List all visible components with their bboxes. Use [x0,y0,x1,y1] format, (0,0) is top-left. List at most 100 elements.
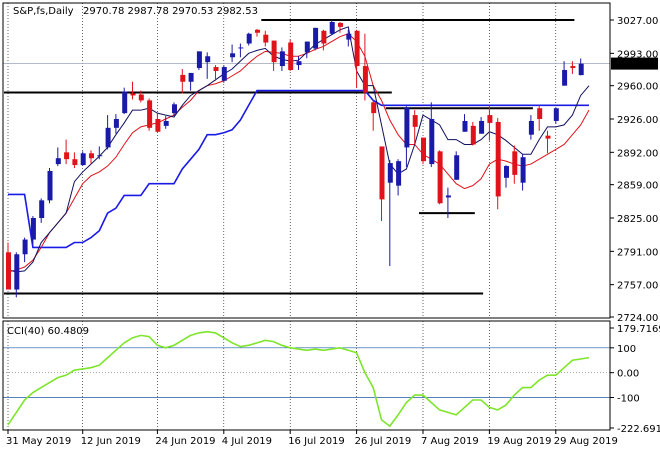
y-tick-label: 3027.00 [617,16,658,27]
candle-body [512,151,518,175]
candle-body [479,120,485,134]
candle-body [545,135,551,139]
candle-body [97,155,103,157]
cci-tick-label: -222.6919 [617,424,660,435]
candle-body [255,29,260,33]
candle-body [213,67,219,71]
candle-body [429,119,435,165]
candle-body [263,34,269,43]
candle-body [396,161,402,186]
x-tick-label: 16 Jul 2019 [288,436,345,447]
candle-body [30,218,36,240]
candle-body [338,22,343,27]
candle-body [238,47,244,49]
y-tick-label: 2825.00 [617,214,658,225]
candle-body [22,239,28,255]
y-tick-label: 2993.00 [617,49,658,60]
cci-line [7,330,590,428]
candle-body [196,51,202,69]
y-tick-label: 2791.00 [617,247,658,258]
cci-tick-label: -100 [617,394,640,405]
cci-tick-label: 179.7169 [617,324,660,335]
candle-body [487,115,493,123]
axis-layer: 31 May 2019 12 Jun 2019 24 Jun 2019 4 Jul 2… [6,16,660,447]
x-tick-label: 19 Aug 2019 [487,436,551,447]
x-tick-label: 29 Aug 2019 [554,436,618,447]
candle-body [105,127,111,148]
candle-body [421,137,426,162]
x-tick-label: 24 Jun 2019 [155,436,215,447]
candle-body [454,155,460,180]
candle-body [570,66,576,69]
candle-body [221,67,227,81]
cci-panel-frame [2,320,611,431]
candle-body [14,254,20,290]
candle-body [537,108,543,119]
candle-body [404,107,410,148]
candle-body [520,157,526,183]
candle-body [138,94,144,101]
header-ohlc: 2970.78 2987.78 2970.53 2982.53 [83,6,258,17]
candle-body [504,166,509,178]
y-tick-label: 2960.00 [617,82,658,93]
y-tick-label: 2757.00 [617,281,658,292]
candle-body [72,159,78,166]
candle-body [64,152,70,160]
cci-layer [3,330,610,428]
candle-body [362,66,368,93]
levels-layer [3,19,610,295]
candle-body [578,63,584,76]
candle-body [288,42,294,70]
candle-body [155,119,161,132]
candle-body [296,61,302,66]
candle-body [387,163,393,183]
y-tick-label: 2724.00 [617,313,658,324]
candle-body [371,102,377,114]
x-tick-label: 26 Jul 2019 [355,436,412,447]
x-tick-label: 4 Jul 2019 [222,436,272,447]
candle-body [470,125,476,145]
cci-tick-label: 0.00 [617,369,639,380]
candle-body [130,93,136,96]
candle-body [180,74,186,82]
candle-body [55,158,61,165]
candle-body [379,146,385,200]
candle-body [354,30,360,67]
candle-body [271,40,277,63]
candle-body [47,170,53,201]
candle-body [346,33,352,40]
price-tag-box [611,57,658,70]
candle-body [445,195,451,198]
candle-body [172,104,177,114]
candle-body [495,121,501,197]
y-tick-label: 2926.00 [617,115,658,126]
cci-tick-label: 100 [617,344,636,355]
candle-body [80,153,86,166]
candle-body [122,91,128,114]
main-panel-frame [2,2,611,319]
candle-body [188,72,194,82]
candle-body [313,27,319,49]
candle-body [89,153,94,159]
header-symbol: S&P,fs,Daily [13,6,74,17]
kijun-line [8,89,589,249]
candle-body [163,120,169,126]
candle-body [6,252,11,290]
candle-body [304,41,310,53]
candle-body [553,108,559,121]
candle-body [279,51,285,67]
x-tick-label: 31 May 2019 [6,436,71,447]
y-tick-label: 2859.00 [617,181,658,192]
candle-body [39,200,45,218]
price-tag: 2982.53 [611,57,658,71]
candle-body [321,30,327,44]
candle-body [528,120,534,135]
cci-label: CCI(40) 60.4809 [7,326,89,337]
x-tick-label: 7 Aug 2019 [421,436,479,447]
candle-body [230,53,236,58]
y-tick-label: 2892.00 [617,148,658,159]
candle-body [113,119,119,128]
candle-body [329,21,335,34]
